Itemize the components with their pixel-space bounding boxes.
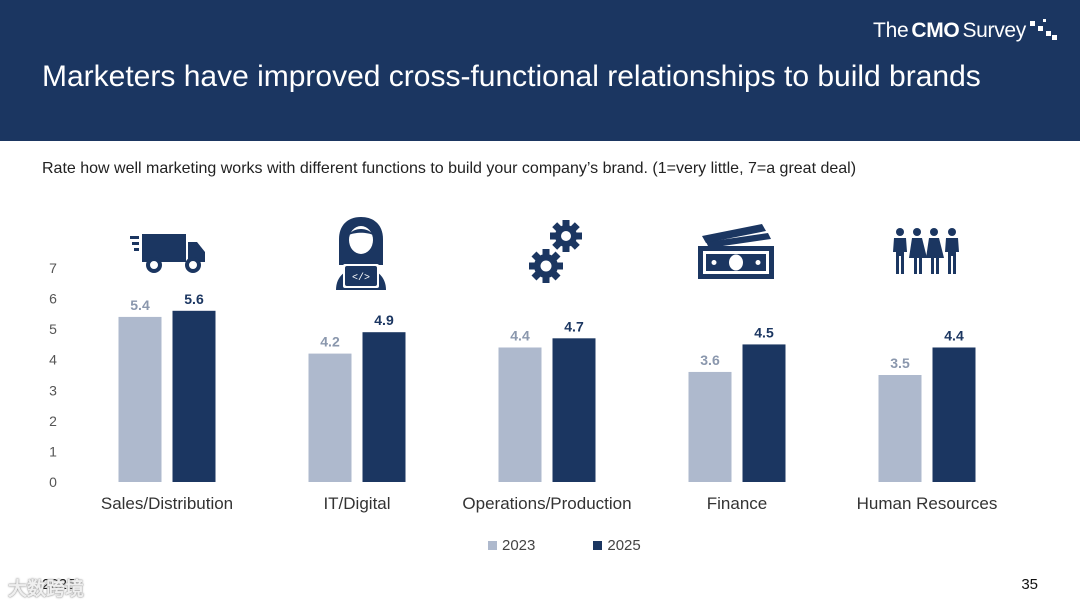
x-tick-label: IT/Digital — [323, 494, 390, 513]
brand-logo: The CMO Survey — [873, 17, 1058, 45]
footer-year: 2025 — [42, 576, 76, 593]
header-banner: The CMO Survey Marketers have improved c… — [0, 0, 1080, 141]
data-label-2023: 4.4 — [510, 327, 530, 343]
brand-mark-icon — [1030, 19, 1058, 43]
question-subtitle: Rate how well marketing works with diffe… — [42, 160, 857, 177]
y-tick-label: 0 — [49, 474, 57, 490]
brand-cmo: CMO — [911, 19, 960, 42]
data-label-2025: 4.5 — [754, 324, 774, 340]
bar-2025 — [552, 338, 596, 482]
x-tick-label: Human Resources — [857, 494, 998, 513]
data-label-2025: 4.7 — [564, 318, 584, 334]
page-number: 35 — [1021, 576, 1038, 593]
bar-2025 — [742, 344, 786, 482]
bar-2025 — [362, 332, 406, 482]
svg-text:</>: </> — [352, 272, 370, 284]
truck-icon — [130, 234, 205, 273]
data-label-2023: 5.4 — [130, 297, 150, 313]
legend-label-2025: 2025 — [607, 537, 641, 554]
people-icon — [893, 228, 959, 274]
data-label-2025: 4.4 — [944, 327, 964, 343]
y-tick-label: 3 — [49, 382, 57, 398]
y-tick-label: 6 — [49, 291, 57, 307]
legend-item-2023: 2023 — [488, 537, 535, 554]
brand-survey: Survey — [962, 19, 1026, 42]
category-icons: </> — [130, 217, 959, 290]
y-tick-label: 1 — [49, 443, 57, 459]
page-title: Marketers have improved cross-functional… — [42, 60, 981, 93]
watermark-text: 大数跨境 — [8, 579, 85, 600]
y-axis: 0 1 2 3 4 5 6 7 — [49, 260, 57, 490]
x-tick-label: Operations/Production — [462, 494, 631, 513]
x-tick-label: Sales/Distribution — [101, 494, 233, 513]
y-tick-label: 2 — [49, 413, 57, 429]
bar-2023 — [878, 375, 922, 482]
y-tick-label: 4 — [49, 352, 57, 368]
bar-2025 — [932, 347, 976, 482]
data-label-2023: 3.5 — [890, 355, 910, 371]
bar-2023 — [118, 316, 162, 482]
y-tick-label: 5 — [49, 321, 57, 337]
bar-2025 — [172, 310, 216, 482]
bar-2023 — [498, 347, 542, 482]
brand-the: The — [873, 19, 909, 42]
data-label-2025: 4.9 — [374, 312, 394, 328]
legend-label-2023: 2023 — [502, 537, 536, 554]
data-label-2023: 3.6 — [700, 352, 720, 368]
legend-swatch-2025 — [593, 541, 603, 550]
developer-icon: </> — [336, 217, 386, 290]
legend-swatch-2023 — [488, 541, 497, 550]
data-label-2025: 5.6 — [184, 291, 204, 307]
x-axis: Sales/Distribution IT/Digital Operations/P… — [101, 494, 998, 513]
bar-2023 — [688, 371, 732, 482]
bar-2023 — [308, 353, 352, 482]
money-icon — [698, 224, 774, 279]
legend-item-2025: 2025 — [593, 537, 641, 554]
bars-layer: 5.4 5.6 4.2 4.9 4.4 4.7 3.6 4.5 3.5 4.4 — [118, 291, 976, 482]
y-tick-label: 7 — [49, 260, 57, 276]
chart-legend: 2023 2025 — [488, 537, 641, 554]
gears-icon — [529, 220, 582, 283]
data-label-2023: 4.2 — [320, 334, 340, 350]
x-tick-label: Finance — [707, 494, 767, 513]
